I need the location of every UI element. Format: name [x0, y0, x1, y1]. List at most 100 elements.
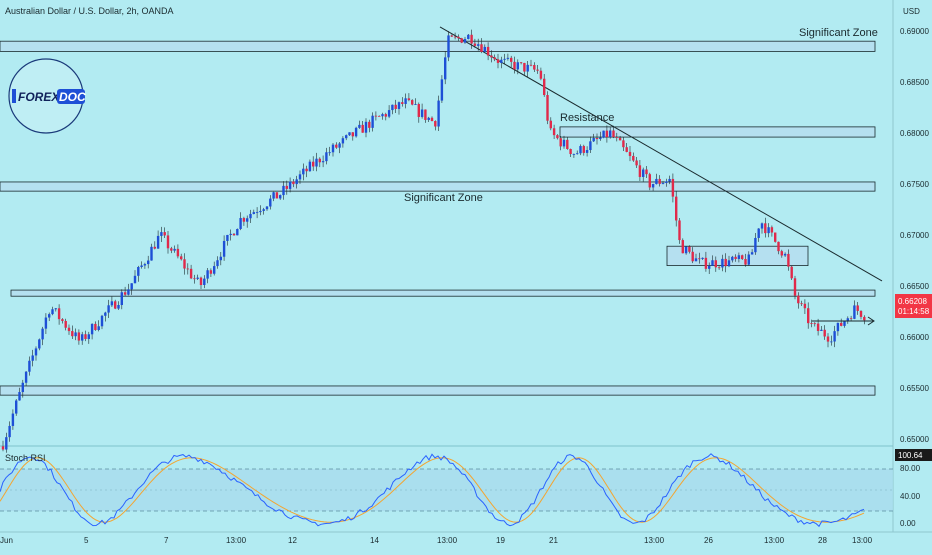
candle-body: [747, 254, 750, 265]
candle-body: [516, 62, 519, 70]
candle-body: [496, 59, 500, 63]
candle-body: [203, 278, 206, 285]
price-tick-label: 0.66000: [900, 333, 929, 342]
candle-body: [645, 169, 648, 175]
candle-body: [635, 160, 638, 166]
indicator-tick-0: 0.00: [900, 519, 916, 528]
candle-body: [265, 206, 269, 210]
candle-body: [104, 312, 107, 316]
price-scale[interactable]: 0.69000 0.68500 0.68000 0.67500 0.67000 0.665…: [900, 27, 929, 444]
candle-body: [38, 339, 41, 349]
price-tick-label: 0.66500: [900, 282, 929, 291]
candles-layer: [1, 29, 866, 453]
candle-body: [123, 292, 127, 295]
candle-body: [437, 100, 440, 127]
candle-body: [196, 277, 199, 279]
candle-body: [345, 135, 348, 139]
stoch-d-line: [0, 457, 865, 523]
candle-body: [546, 95, 549, 121]
zone-rect[interactable]: [0, 181, 876, 192]
candle-body: [724, 258, 727, 267]
candle-body: [793, 278, 797, 296]
candle-body: [760, 223, 764, 229]
support-arrow[interactable]: [812, 316, 875, 326]
candle-body: [651, 184, 655, 188]
indicator-value-badge: [895, 449, 932, 461]
zone-rect[interactable]: [559, 126, 876, 138]
zone-rect[interactable]: [0, 40, 876, 52]
stoch-k-line: [0, 453, 865, 528]
candle-body: [81, 334, 84, 341]
candle-body: [358, 124, 361, 128]
candle-body: [387, 110, 391, 117]
candle-body: [642, 169, 645, 177]
candle-body: [549, 120, 552, 129]
symbol-title[interactable]: Australian Dollar / U.S. Dollar, 2h, OAN…: [5, 6, 174, 16]
candle-body: [110, 301, 114, 306]
zone-rect[interactable]: [666, 245, 809, 267]
candle-body: [34, 348, 38, 356]
candle-body: [5, 437, 8, 450]
stoch-rsi-pane[interactable]: [0, 453, 893, 528]
zone-rect[interactable]: [10, 289, 876, 297]
candle-body: [28, 360, 31, 372]
candle-body: [77, 332, 81, 341]
candle-body: [292, 181, 295, 185]
candle-body: [391, 104, 394, 111]
candle-body: [255, 212, 259, 213]
candle-body: [404, 98, 407, 104]
candle-body: [589, 141, 592, 151]
candle-body: [302, 168, 305, 175]
candle-body: [790, 266, 793, 279]
candle-body: [364, 121, 368, 133]
candle-body: [618, 137, 622, 141]
svg-text:DOC: DOC: [59, 90, 86, 104]
candle-body: [671, 178, 675, 197]
candle-body: [711, 260, 714, 266]
candle-body: [199, 277, 203, 285]
candle-body: [381, 114, 384, 117]
time-axis-label: Jun: [0, 536, 13, 545]
candle-body: [209, 270, 213, 274]
candle-body: [411, 100, 414, 105]
time-axis[interactable]: Jun 5 7 13:00 12 14 13:00 19 21 13:00 26 13:00 28 13:…: [0, 536, 873, 545]
forexdoc-logo: FOREX DOC: [8, 58, 86, 134]
candle-body: [156, 235, 160, 249]
candle-body: [427, 117, 430, 120]
candle-body: [308, 161, 312, 172]
indicator-name[interactable]: Stoch RSI: [5, 453, 46, 463]
time-axis-label: 13:00: [852, 536, 873, 545]
candle-body: [417, 104, 420, 117]
candle-body: [691, 251, 694, 262]
candle-body: [519, 62, 523, 64]
candle-body: [602, 130, 605, 138]
zone-rect[interactable]: [0, 385, 876, 396]
candle-body: [622, 140, 625, 148]
candle-body: [823, 329, 826, 337]
candle-body: [226, 234, 229, 241]
resistance-label: Resistance: [560, 112, 614, 124]
candle-body: [335, 144, 338, 148]
candle-body: [401, 102, 404, 104]
candle-body: [107, 305, 110, 313]
candle-body: [477, 44, 480, 46]
candle-body: [259, 210, 262, 213]
candle-body: [856, 305, 859, 311]
candle-body: [813, 323, 816, 325]
candle-body: [737, 255, 741, 259]
candle-body: [140, 265, 143, 267]
candle-body: [21, 382, 24, 393]
candle-body: [582, 146, 585, 153]
candle-body: [714, 260, 717, 268]
candle-body: [120, 292, 123, 306]
candle-body: [721, 258, 724, 268]
candle-body: [160, 232, 163, 236]
candle-body: [100, 315, 104, 327]
candle-body: [420, 109, 424, 117]
time-axis-label: 13:00: [644, 536, 665, 545]
candle-body: [57, 308, 61, 320]
candle-body: [717, 267, 721, 269]
candle-body: [688, 246, 691, 252]
candle-body: [397, 102, 401, 109]
